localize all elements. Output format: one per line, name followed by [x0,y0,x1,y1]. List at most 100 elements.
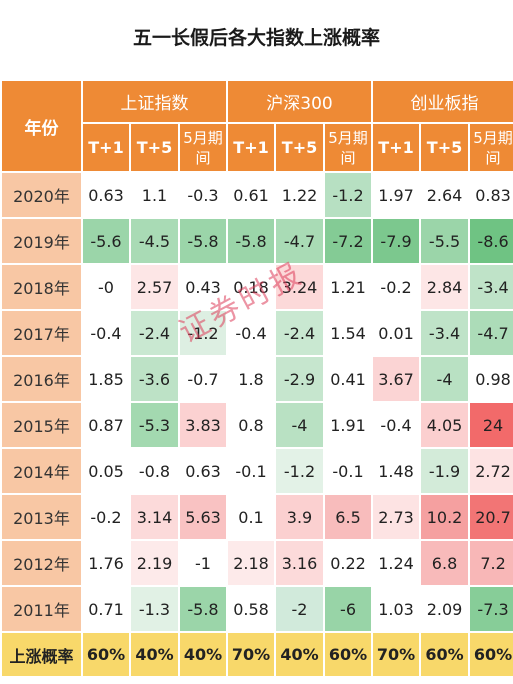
year-cell: 2013年 [2,495,81,539]
value-cell: -1 [180,541,227,585]
value-cell: 1.54 [325,311,372,355]
value-cell: 3.14 [131,495,178,539]
value-cell: -0.1 [228,449,275,493]
probability-value: 70% [373,633,420,676]
probability-value: 40% [180,633,227,676]
table-body: 2020年 0.63 1.1 -0.3 0.61 1.22 -1.2 1.97 2.64 0.83… [2,173,513,631]
probability-value: 60% [470,633,513,676]
value-cell: 4.05 [421,403,469,447]
value-cell: 3.16 [276,541,324,585]
table-row: 2014年 0.05 -0.8 0.63 -0.1 -1.2 -0.1 1.48 -1.9 2.7… [2,449,513,493]
value-cell: 3.24 [276,265,324,309]
year-cell: 2016年 [2,357,81,401]
value-cell: 1.1 [131,173,178,217]
value-cell: -1.3 [131,587,178,631]
sub-header-may: 5月期间 [325,124,372,171]
year-cell: 2017年 [2,311,81,355]
sub-header-may: 5月期间 [470,124,513,171]
value-cell: 1.8 [228,357,275,401]
value-cell: 0.98 [470,357,513,401]
group-header-csi300: 沪深300 [228,81,372,122]
value-cell: -4.7 [276,219,324,263]
value-cell: -4.7 [470,311,513,355]
value-cell: -4 [421,357,469,401]
table-row: 2013年 -0.2 3.14 5.63 0.1 3.9 6.5 2.73 10.2 20.7 [2,495,513,539]
probability-value: 40% [131,633,178,676]
value-cell: 1.91 [325,403,372,447]
table-row: 2017年 -0.4 -2.4 -1.2 -0.4 -2.4 1.54 0.01 -3.4 -4.… [2,311,513,355]
value-cell: -5.8 [228,219,275,263]
value-cell: 5.63 [180,495,227,539]
sub-header-t5: T+5 [276,124,324,171]
value-cell: -0.8 [131,449,178,493]
value-cell: -3.4 [421,311,469,355]
value-cell: 2.09 [421,587,469,631]
probability-value: 60% [421,633,469,676]
value-cell: -5.5 [421,219,469,263]
value-cell: 1.21 [325,265,372,309]
value-cell: 2.72 [470,449,513,493]
sub-header-row: T+1 T+5 5月期间 T+1 T+5 5月期间 T+1 T+5 5月期间 [2,124,513,171]
value-cell: -0.2 [83,495,129,539]
value-cell: 0.05 [83,449,129,493]
probability-value: 60% [83,633,129,676]
value-cell: -2 [276,587,324,631]
year-cell: 2012年 [2,541,81,585]
value-cell: -3.4 [470,265,513,309]
value-cell: 6.5 [325,495,372,539]
sub-header-t1: T+1 [228,124,275,171]
value-cell: -0.1 [325,449,372,493]
value-cell: -7.3 [470,587,513,631]
value-cell: 2.57 [131,265,178,309]
value-cell: -0.4 [83,311,129,355]
value-cell: -5.6 [83,219,129,263]
value-cell: 0.63 [83,173,129,217]
value-cell: 1.24 [373,541,420,585]
table-row: 2018年 -0 2.57 0.43 0.18 3.24 1.21 -0.2 2.84 -3.4 [2,265,513,309]
table-row: 2015年 0.87 -5.3 3.83 0.8 -4 1.91 -0.4 4.05 24 [2,403,513,447]
value-cell: 3.67 [373,357,420,401]
year-cell: 2018年 [2,265,81,309]
value-cell: 2.18 [228,541,275,585]
value-cell: -4 [276,403,324,447]
value-cell: 1.97 [373,173,420,217]
value-cell: 10.2 [421,495,469,539]
value-cell: 0.83 [470,173,513,217]
year-column-header: 年份 [2,81,81,171]
value-cell: 6.8 [421,541,469,585]
value-cell: 1.22 [276,173,324,217]
value-cell: 20.7 [470,495,513,539]
value-cell: -2.4 [131,311,178,355]
value-cell: -1.9 [421,449,469,493]
value-cell: 3.83 [180,403,227,447]
value-cell: -1.2 [180,311,227,355]
value-cell: 24 [470,403,513,447]
value-cell: -0.4 [373,403,420,447]
value-cell: 2.84 [421,265,469,309]
value-cell: 0.71 [83,587,129,631]
value-cell: -5.8 [180,219,227,263]
sub-header-may: 5月期间 [180,124,227,171]
value-cell: 1.48 [373,449,420,493]
value-cell: 0.1 [228,495,275,539]
value-cell: -0 [83,265,129,309]
value-cell: -4.5 [131,219,178,263]
value-cell: 0.22 [325,541,372,585]
probability-row: 上涨概率 60% 40% 40% 70% 40% 60% 70% 60% 60% [2,633,513,676]
value-cell: -2.9 [276,357,324,401]
probability-value: 70% [228,633,275,676]
probability-label: 上涨概率 [2,633,81,676]
value-cell: 0.01 [373,311,420,355]
year-cell: 2014年 [2,449,81,493]
value-cell: -0.2 [373,265,420,309]
value-cell: 0.43 [180,265,227,309]
value-cell: 0.87 [83,403,129,447]
value-cell: -0.7 [180,357,227,401]
table-row: 2012年 1.76 2.19 -1 2.18 3.16 0.22 1.24 6.8 7.2 [2,541,513,585]
table-row: 2020年 0.63 1.1 -0.3 0.61 1.22 -1.2 1.97 2.64 0.83 [2,173,513,217]
table-row: 2011年 0.71 -1.3 -5.8 0.58 -2 -6 1.03 2.09 -7.3 [2,587,513,631]
value-cell: -0.3 [180,173,227,217]
value-cell: 1.03 [373,587,420,631]
value-cell: -1.2 [325,173,372,217]
probability-value: 40% [276,633,324,676]
